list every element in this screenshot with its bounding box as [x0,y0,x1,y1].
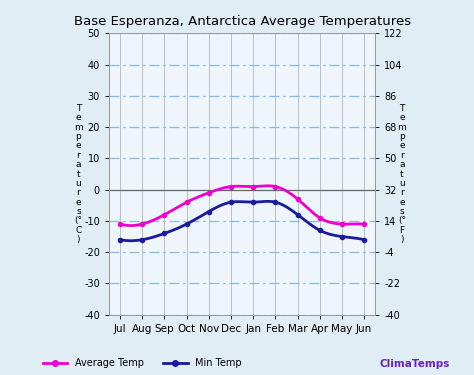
Y-axis label: T
e
m
p
e
r
a
t
u
r
e
s
(°
C
): T e m p e r a t u r e s (° C ) [74,104,83,244]
Text: ClimaTemps: ClimaTemps [380,359,450,369]
Legend: Average Temp, Min Temp: Average Temp, Min Temp [43,358,242,368]
Title: Base Esperanza, Antarctica Average Temperatures: Base Esperanza, Antarctica Average Tempe… [73,15,410,28]
Y-axis label: T
e
m
p
e
r
a
t
u
r
e
s
(°
F
): T e m p e r a t u r e s (° F ) [398,104,406,244]
